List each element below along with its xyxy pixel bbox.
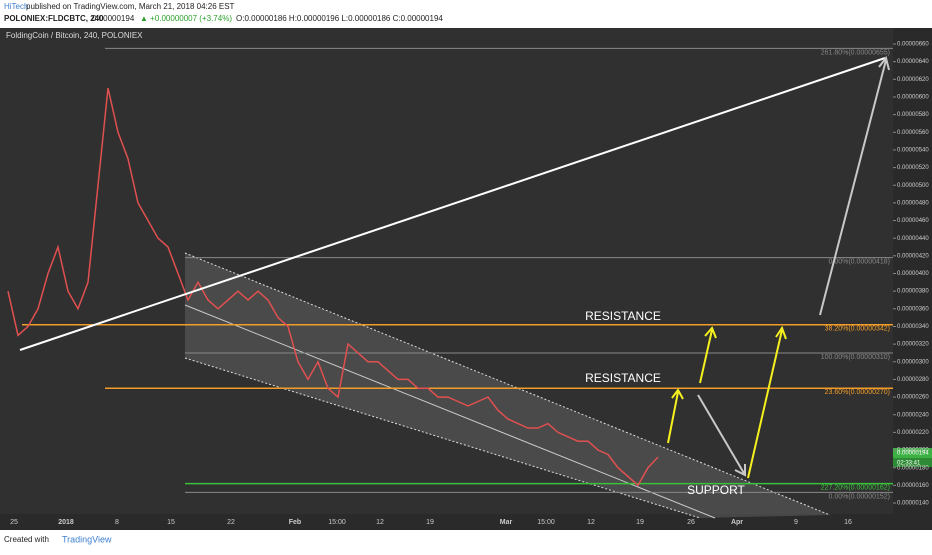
fib-label: 227.20%(0.00000162) bbox=[821, 484, 890, 491]
gray-arrows bbox=[697, 55, 890, 477]
price-label: 0.00000580 bbox=[897, 112, 929, 118]
time-label: 2018 bbox=[58, 519, 74, 526]
published: published on TradingView.com, March 21, … bbox=[26, 2, 235, 11]
price-label: 0.00000360 bbox=[897, 306, 929, 312]
time-label: 22 bbox=[227, 519, 235, 526]
yellow-arrows bbox=[667, 325, 787, 479]
annotation: RESISTANCE bbox=[585, 371, 661, 385]
channel-top bbox=[184, 252, 831, 516]
price-label: 0.00000460 bbox=[897, 218, 929, 224]
price-label: 0.00000320 bbox=[897, 342, 929, 348]
price-line bbox=[7, 87, 659, 487]
price-label: 0.00000300 bbox=[897, 359, 929, 365]
price-label: 0.00000640 bbox=[897, 59, 929, 65]
time-label: 19 bbox=[426, 519, 434, 526]
trend-line bbox=[19, 57, 886, 351]
time-label: 12 bbox=[587, 519, 595, 526]
time-label: 15 bbox=[167, 519, 175, 526]
price-label: 0.00000540 bbox=[897, 148, 929, 154]
time-label: 26 bbox=[687, 519, 695, 526]
price-label: 0.00000620 bbox=[897, 77, 929, 83]
chart-legend: FoldingCoin / Bitcoin, 240, POLONIEX bbox=[6, 31, 143, 40]
price-label: 0.00000600 bbox=[897, 95, 929, 101]
time-label: 9 bbox=[794, 519, 798, 526]
price-label: 0.00000180 bbox=[897, 465, 929, 471]
channel-bottom bbox=[184, 357, 701, 519]
price-axis bbox=[893, 28, 932, 514]
time-label: 8 bbox=[115, 519, 119, 526]
author: HiTech bbox=[4, 2, 28, 11]
price-label: 0.00000160 bbox=[897, 483, 929, 489]
channel bbox=[185, 253, 830, 518]
price-label: 0.00000220 bbox=[897, 430, 929, 436]
time-label: 19 bbox=[636, 519, 644, 526]
price-label: 0.00000140 bbox=[897, 501, 929, 507]
time-label: 25 bbox=[10, 519, 18, 526]
time-label: 15:00 bbox=[537, 519, 555, 526]
price-label: 0.00000240 bbox=[897, 412, 929, 418]
symbol: POLONIEX:FLDCBTC, 240 bbox=[4, 14, 104, 23]
countdown-box bbox=[893, 458, 932, 467]
fib-label: 261.80%(0.00000655) bbox=[821, 49, 890, 56]
fib-label: 0.00%(0.00000418) bbox=[829, 258, 891, 265]
price-label: 0.00000400 bbox=[897, 271, 929, 277]
channel-mid bbox=[184, 304, 716, 519]
price-tag-text: 0.00000194 bbox=[897, 451, 929, 457]
ohlc: O:0.00000186 H:0.00000196 L:0.00000186 C… bbox=[236, 14, 443, 23]
annotation: RESISTANCE bbox=[585, 309, 661, 323]
time-label: 12 bbox=[376, 519, 384, 526]
last-price: 0.00000194 bbox=[92, 14, 135, 23]
price-label: 0.00000380 bbox=[897, 289, 929, 295]
fib-label: 23.60%(0.00000270) bbox=[825, 389, 890, 396]
time-label: Apr bbox=[731, 519, 743, 526]
footer-brand: TradingView bbox=[62, 534, 112, 544]
time-label: 15:00 bbox=[328, 519, 346, 526]
fib-label: 38.20%(0.00000342) bbox=[825, 326, 890, 333]
price-label: 0.00000560 bbox=[897, 130, 929, 136]
time-label: Feb bbox=[289, 519, 301, 526]
time-label: Mar bbox=[500, 519, 513, 526]
price-label: 0.00000500 bbox=[897, 183, 929, 189]
price-label: 0.00000520 bbox=[897, 165, 929, 171]
price-label: 0.00000200 bbox=[897, 448, 929, 454]
fib-label: 0.00%(0.00000152) bbox=[829, 493, 891, 500]
price-label: 0.00000420 bbox=[897, 253, 929, 259]
change: ▲ +0.00000007 (+3.74%) bbox=[140, 14, 232, 23]
time-axis bbox=[0, 514, 932, 530]
plot-area bbox=[0, 28, 893, 514]
time-label: 16 bbox=[844, 519, 852, 526]
price-label: 0.00000660 bbox=[897, 42, 929, 48]
price-label: 0.00000340 bbox=[897, 324, 929, 330]
price-label: 0.00000260 bbox=[897, 395, 929, 401]
price-label: 0.00000280 bbox=[897, 377, 929, 383]
countdown: 02:33:41 bbox=[897, 461, 921, 467]
annotation: SUPPORT bbox=[687, 483, 745, 497]
footer-created: Created with bbox=[4, 535, 49, 544]
price-tag bbox=[893, 448, 932, 458]
price-label: 0.00000480 bbox=[897, 200, 929, 206]
fib-label: 100.00%(0.00000310) bbox=[821, 354, 890, 361]
price-label: 0.00000440 bbox=[897, 236, 929, 242]
